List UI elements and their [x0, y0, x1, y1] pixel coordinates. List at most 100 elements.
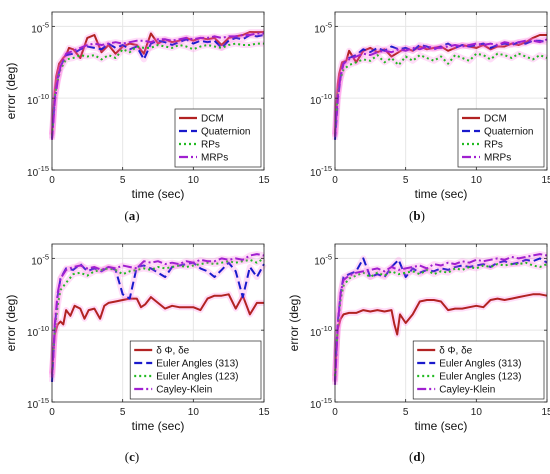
- series-line-cayley-klein: [334, 253, 548, 385]
- series-line-rps-glow: [332, 50, 549, 136]
- y-tick-label: 10-10: [27, 324, 49, 339]
- legend-label: RPs: [484, 140, 503, 151]
- axes-box: [334, 11, 548, 171]
- x-axis-label: time (sec): [132, 187, 185, 201]
- y-tick-label: 10-15: [310, 164, 332, 179]
- y-tick-base: 10: [310, 400, 322, 411]
- legend: DCM Quaternion RPs MRPs: [457, 108, 545, 168]
- caption-letter: d: [413, 449, 421, 464]
- y-tick-exponent: -5: [42, 252, 49, 261]
- legend-label: Quaternion: [201, 127, 250, 138]
- caption-letter: c: [129, 449, 135, 464]
- series-group: [49, 251, 267, 383]
- legend-item: Cayley-Klein: [417, 385, 495, 396]
- axes-box: [334, 243, 548, 403]
- caption-close: ): [135, 208, 139, 223]
- legend-item: δ Φ, δe: [417, 346, 473, 357]
- y-tick-base: 10: [27, 328, 39, 339]
- caption-open: (: [409, 208, 413, 223]
- caption-letter: a: [129, 208, 136, 223]
- y-axis-label: error (deg): [4, 295, 18, 352]
- legend-label: DCM: [201, 114, 224, 125]
- caption-close: ): [421, 449, 425, 464]
- y-tick-exponent: -10: [321, 92, 332, 101]
- y-tick-base: 10: [314, 24, 326, 35]
- axes-box: [51, 243, 265, 403]
- series-line-e: [334, 293, 548, 382]
- x-tick-label: 5: [120, 175, 126, 186]
- y-tick-base: 10: [27, 96, 39, 107]
- y-tick-base: 10: [310, 96, 322, 107]
- series-line-mrps: [334, 38, 548, 138]
- series-line-euler-angles-313: [334, 257, 548, 381]
- legend-label: Euler Angles (123): [439, 372, 521, 383]
- y-tick-exponent: -5: [325, 20, 332, 29]
- series-line-mrps: [51, 32, 264, 140]
- legend-item: Euler Angles (123): [134, 372, 238, 383]
- caption-open: (: [409, 449, 413, 464]
- legend-item: Euler Angles (313): [134, 359, 238, 370]
- y-tick-label: 10-5: [31, 20, 49, 35]
- caption-open: (: [125, 449, 129, 464]
- legend-label: Cayley-Klein: [439, 385, 495, 396]
- y-tick-base: 10: [314, 256, 326, 267]
- x-axis-label: time (sec): [415, 187, 468, 201]
- panel-caption: (b): [409, 208, 425, 223]
- x-tick-label: 0: [49, 175, 55, 186]
- y-tick-label: 10-5: [314, 252, 332, 267]
- x-tick-label: 10: [471, 407, 483, 418]
- x-tick-label: 5: [120, 407, 126, 418]
- legend-item: Quaternion: [462, 127, 533, 138]
- panel-caption: (d): [409, 449, 425, 464]
- x-tick-label: 0: [332, 175, 338, 186]
- y-tick-label: 10-15: [310, 396, 332, 411]
- x-tick-label: 10: [471, 175, 483, 186]
- axes-box: [51, 11, 265, 171]
- x-tick-label: 15: [258, 175, 270, 186]
- legend-item: DCM: [462, 114, 507, 125]
- y-axis-label: error (deg): [4, 63, 18, 120]
- y-tick-exponent: -5: [325, 252, 332, 261]
- x-tick-label: 15: [258, 407, 270, 418]
- y-tick-exponent: -15: [321, 164, 332, 173]
- y-tick-exponent: -5: [42, 20, 49, 29]
- y-tick-label: 10-15: [27, 396, 49, 411]
- legend: δ Φ, δe Euler Angles (313) Euler Angles (1…: [129, 340, 262, 400]
- y-axis-label: error (deg): [287, 295, 301, 352]
- x-tick-label: 5: [403, 175, 409, 186]
- y-tick-base: 10: [27, 168, 39, 179]
- legend-label: Cayley-Klein: [156, 385, 212, 396]
- legend-item: Euler Angles (313): [417, 359, 521, 370]
- series-line-dcm: [334, 34, 547, 135]
- x-tick-label: 15: [541, 407, 550, 418]
- legend-item: Euler Angles (123): [417, 372, 521, 383]
- x-tick-label: 10: [188, 407, 200, 418]
- legend-label: DCM: [484, 114, 507, 125]
- legend-label: MRPs: [484, 153, 511, 164]
- legend-label: Euler Angles (313): [439, 359, 521, 370]
- y-tick-base: 10: [31, 24, 43, 35]
- legend-item: δ Φ, δe: [134, 346, 190, 357]
- legend-label: δ Φ, δe: [156, 346, 189, 357]
- panel-caption: (c): [125, 449, 139, 464]
- y-tick-label: 10-10: [310, 324, 332, 339]
- y-tick-exponent: -10: [38, 324, 49, 333]
- y-tick-exponent: -10: [321, 324, 332, 333]
- legend-item: Quaternion: [179, 127, 250, 138]
- legend-label: Euler Angles (313): [156, 359, 238, 370]
- y-tick-base: 10: [310, 168, 322, 179]
- y-tick-base: 10: [310, 328, 322, 339]
- legend-label: Euler Angles (123): [156, 372, 238, 383]
- series-group: [49, 29, 265, 141]
- x-tick-label: 15: [541, 175, 550, 186]
- panel-caption: (a): [124, 208, 139, 223]
- legend-item: DCM: [179, 114, 224, 125]
- series-line-cayley-klein: [51, 253, 265, 378]
- x-tick-label: 0: [332, 407, 338, 418]
- series-line-quaternion: [51, 34, 265, 139]
- y-tick-label: 10-15: [27, 164, 49, 179]
- legend-item: RPs: [179, 140, 220, 151]
- y-tick-label: 10-5: [31, 252, 49, 267]
